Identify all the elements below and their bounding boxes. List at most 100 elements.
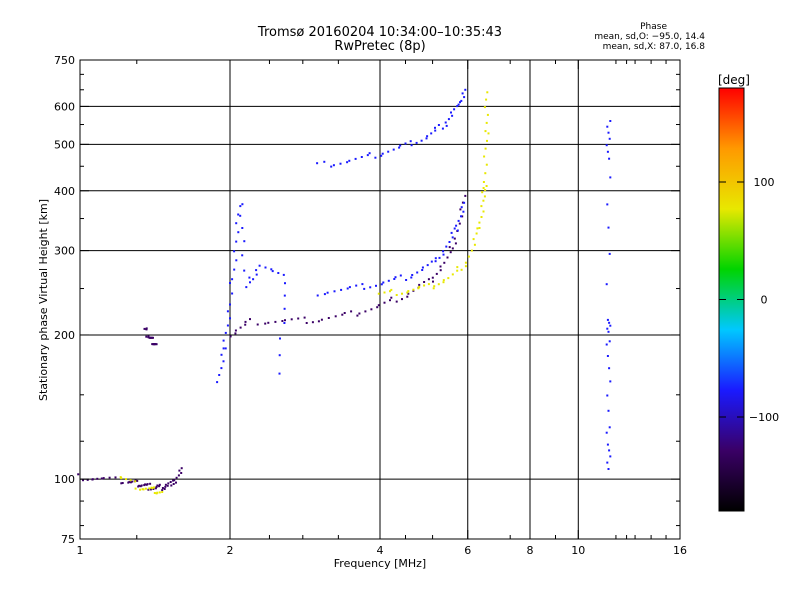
echo-point — [431, 276, 434, 279]
echo-point — [455, 224, 458, 227]
y-axis-label: Stationary phase Virtual Height [km] — [37, 199, 50, 401]
echo-point — [283, 294, 286, 297]
echo-point — [155, 343, 158, 346]
echo-point — [237, 213, 240, 216]
echo-point — [464, 194, 467, 197]
echo-point — [235, 240, 238, 243]
echo-point — [412, 288, 415, 291]
echo-point — [409, 140, 412, 143]
echo-point — [485, 121, 488, 124]
echo-point — [607, 226, 610, 229]
echo-point — [218, 374, 221, 376]
echo-point — [241, 203, 244, 206]
echo-point — [606, 443, 609, 446]
echo-point — [445, 245, 448, 248]
x-tick-label: 16 — [673, 544, 687, 557]
echo-point — [311, 321, 314, 324]
echo-point — [155, 485, 158, 488]
echo-point — [418, 285, 421, 288]
echo-point — [167, 482, 170, 485]
colorbar-unit: [deg] — [718, 73, 750, 87]
echo-point — [486, 91, 489, 94]
echo-point — [387, 279, 390, 282]
echo-point — [420, 139, 423, 142]
echo-point — [370, 308, 373, 311]
echo-point — [608, 426, 611, 429]
x-tick-label: 8 — [527, 544, 534, 557]
echo-point — [605, 144, 608, 147]
echo-point — [439, 269, 442, 272]
echo-point — [281, 320, 284, 322]
echo-point — [156, 491, 159, 494]
echo-point — [234, 329, 237, 332]
echo-point — [169, 481, 172, 483]
echo-point — [374, 156, 377, 159]
echo-point — [348, 286, 351, 289]
echo-point — [425, 137, 428, 140]
echo-point — [441, 127, 444, 130]
echo-point — [412, 289, 415, 292]
axis-ticks — [79, 59, 681, 540]
echo-point — [395, 300, 398, 303]
echo-point — [77, 473, 80, 476]
echo-point — [437, 124, 440, 126]
echo-point — [239, 214, 242, 217]
echo-point — [456, 266, 459, 269]
echo-point — [134, 480, 137, 483]
echo-point — [363, 287, 366, 290]
echo-point — [129, 479, 132, 482]
echo-point — [389, 299, 391, 302]
echo-point — [427, 278, 430, 281]
echo-point — [609, 455, 612, 458]
phase-summary: Phase mean, sd,O: −95.0, 14.4 mean, sd,X… — [545, 22, 705, 52]
echo-point — [608, 321, 611, 324]
echo-point — [249, 281, 251, 284]
echo-point — [175, 476, 178, 479]
echo-point — [421, 269, 424, 271]
echo-point — [270, 268, 273, 271]
echo-point — [316, 162, 319, 165]
echo-point — [343, 312, 346, 314]
echo-point — [483, 195, 486, 198]
echo-point — [156, 484, 159, 487]
echo-point — [483, 155, 486, 158]
echo-point — [256, 323, 259, 326]
echo-point — [486, 113, 489, 116]
echo-point — [231, 278, 234, 281]
echo-point — [463, 96, 466, 99]
echo-point — [91, 478, 94, 481]
echo-point — [248, 276, 251, 279]
echo-point — [177, 474, 180, 477]
title-line-mode: RwPretec (8p) — [334, 39, 426, 54]
echo-point — [121, 482, 124, 484]
echo-point — [252, 278, 255, 281]
echo-point — [470, 249, 473, 252]
echo-point — [229, 317, 231, 320]
echo-point — [364, 310, 367, 313]
echo-point — [143, 327, 146, 330]
echo-point — [149, 336, 152, 339]
echo-point — [383, 291, 386, 294]
echo-point — [346, 287, 349, 290]
echo-point — [482, 210, 485, 213]
echo-point — [417, 287, 420, 290]
echo-point — [451, 236, 454, 239]
echo-point — [446, 256, 449, 259]
echo-point — [241, 227, 244, 229]
y-tick-label: 400 — [54, 185, 75, 198]
echo-point — [249, 318, 251, 321]
echo-point — [120, 482, 123, 485]
echo-point — [229, 335, 232, 338]
echo-point — [482, 187, 485, 189]
echo-point — [430, 132, 433, 135]
echo-point — [406, 291, 409, 294]
echo-point — [608, 367, 611, 370]
echo-point — [243, 269, 246, 272]
echo-point — [369, 286, 372, 289]
echo-point — [432, 287, 435, 290]
echo-point — [423, 281, 426, 283]
echo-point — [460, 99, 463, 102]
echo-point — [131, 480, 133, 483]
echo-point — [606, 461, 609, 464]
